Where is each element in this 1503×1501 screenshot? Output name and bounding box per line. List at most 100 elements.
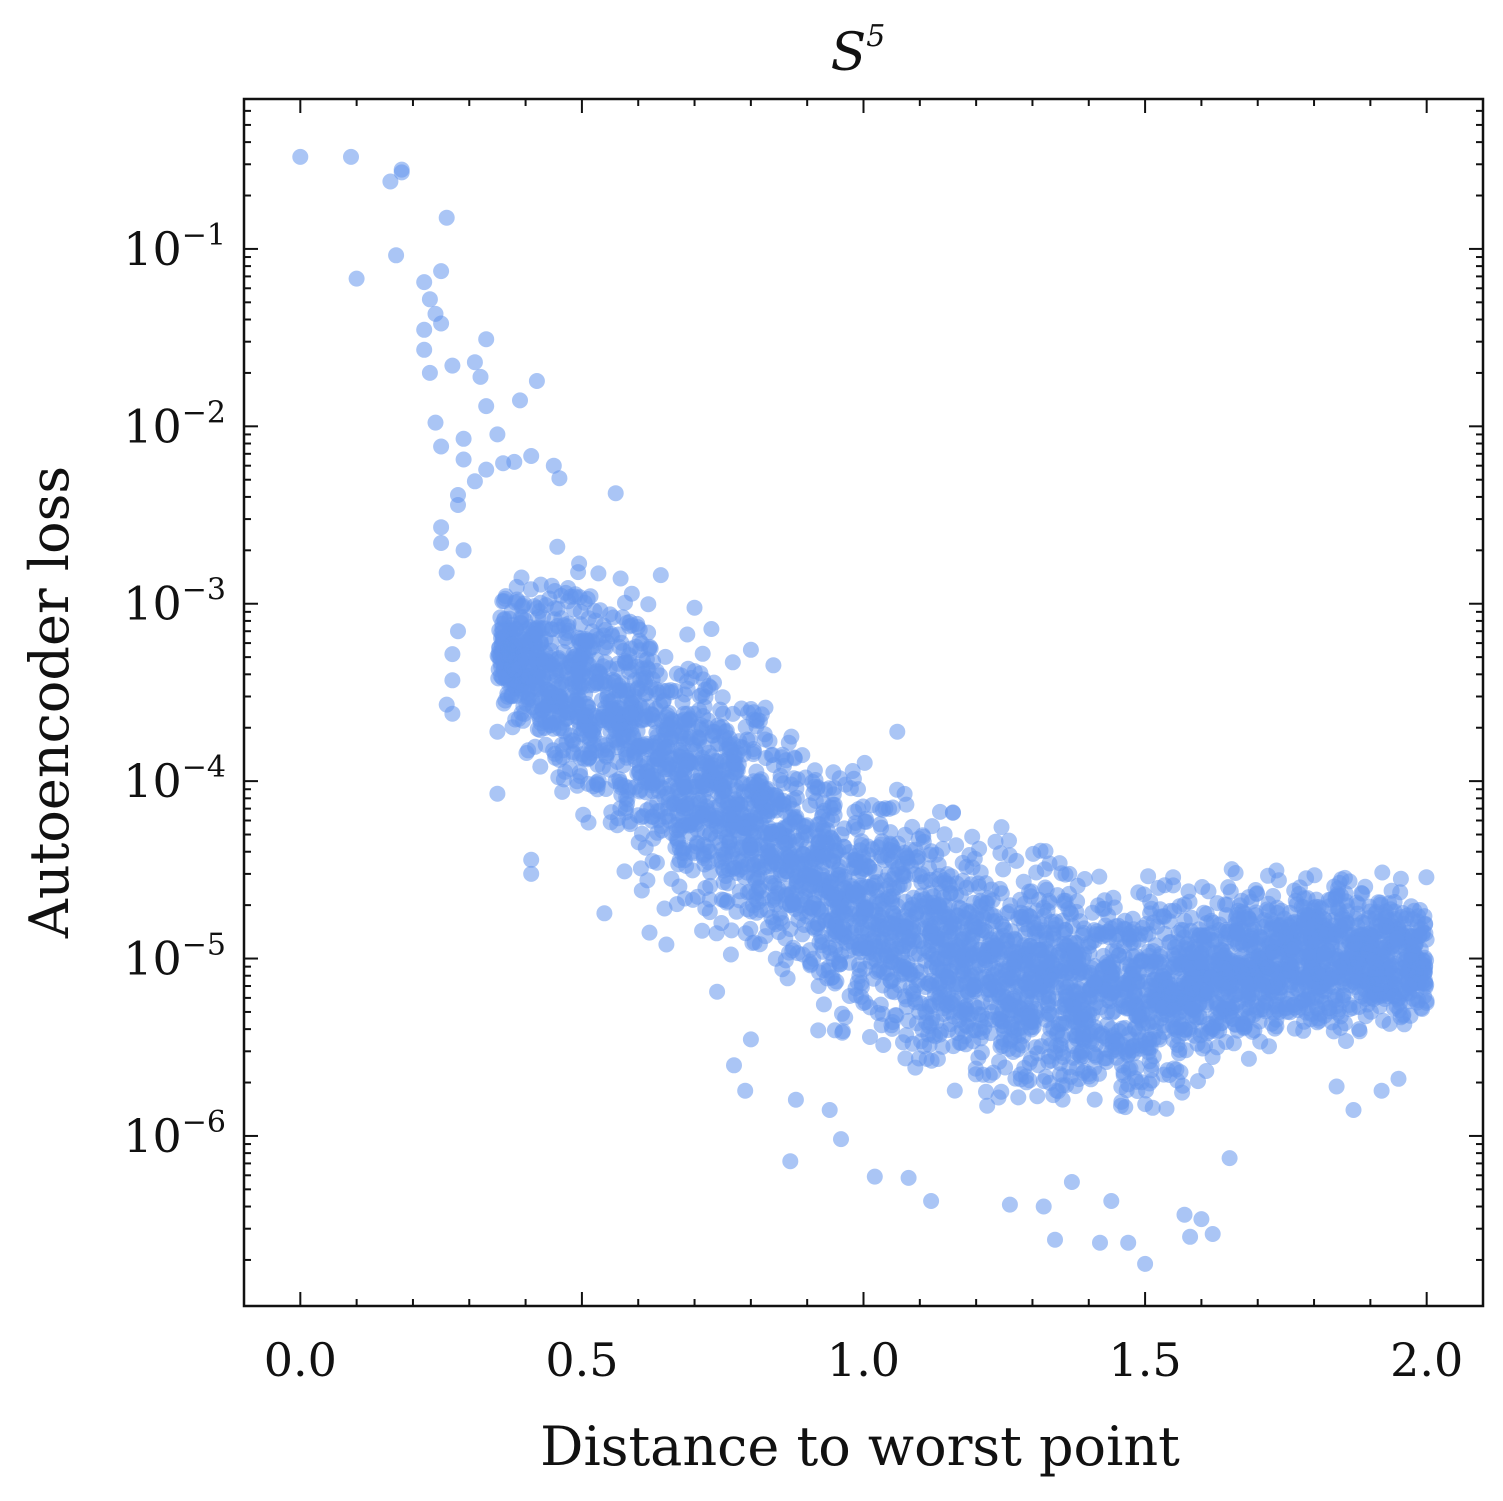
cloud-point — [596, 700, 613, 716]
cloud-point — [722, 946, 739, 963]
cloud-point — [992, 1038, 1009, 1055]
cloud-point — [716, 820, 733, 837]
cloud-point — [1068, 903, 1085, 920]
cloud-point — [981, 1067, 998, 1084]
cloud-point — [623, 585, 640, 602]
cloud-point — [611, 682, 628, 699]
cloud-point — [514, 683, 531, 700]
cloud-point — [922, 933, 939, 950]
cloud-point — [1156, 964, 1173, 981]
y-tick-label: 10−4 — [123, 750, 226, 808]
cloud-point — [692, 665, 709, 682]
cloud-point — [632, 671, 649, 688]
cloud-point — [1038, 932, 1055, 949]
cloud-point — [1306, 867, 1323, 884]
cloud-point — [987, 833, 1004, 850]
cloud-point — [639, 872, 656, 889]
cloud-point — [874, 1005, 891, 1022]
cloud-point — [1171, 1041, 1188, 1058]
cloud-point — [643, 766, 660, 783]
cloud-point — [1243, 952, 1260, 969]
cloud-point — [615, 757, 632, 774]
cloud-point — [543, 716, 560, 733]
cloud-point — [744, 935, 761, 951]
cloud-point — [1021, 971, 1038, 988]
cloud-point — [1286, 1020, 1303, 1037]
cloud-point — [500, 641, 516, 658]
cloud-point — [1332, 941, 1349, 958]
data-point — [528, 373, 545, 389]
data-point — [444, 357, 461, 374]
cloud-point — [1057, 960, 1074, 977]
cloud-point — [1223, 861, 1240, 878]
cloud-point — [1190, 1073, 1206, 1090]
cloud-point — [694, 645, 711, 662]
cloud-point — [1137, 1096, 1154, 1113]
cloud-point — [907, 946, 923, 962]
cloud-point — [896, 785, 913, 802]
cloud-point — [1105, 889, 1122, 906]
data-point — [455, 430, 472, 447]
cloud-point — [1392, 884, 1409, 901]
data-point — [1063, 1174, 1080, 1190]
data-point — [652, 567, 669, 584]
cloud-point — [731, 892, 748, 909]
cloud-point — [966, 917, 983, 934]
cloud-point — [906, 866, 923, 883]
cloud-point — [701, 904, 718, 921]
cloud-point — [966, 850, 983, 867]
cloud-point — [1265, 944, 1281, 961]
cloud-point — [783, 728, 800, 745]
cloud-point — [772, 772, 789, 789]
data-point — [438, 209, 455, 226]
y-axis-label: Autoencoder loss — [18, 466, 81, 939]
cloud-point — [1119, 1047, 1136, 1064]
cloud-point — [761, 733, 778, 750]
cloud-point — [1142, 893, 1159, 910]
cloud-point — [580, 699, 597, 716]
cloud-point — [1005, 966, 1022, 983]
cloud-point — [824, 796, 841, 813]
cloud-point — [566, 667, 583, 684]
data-point — [742, 1031, 759, 1048]
cloud-point — [638, 738, 655, 755]
cloud-point — [1051, 855, 1068, 872]
cloud-point — [648, 662, 665, 679]
cloud-point — [858, 813, 875, 830]
data-point — [709, 983, 726, 1000]
x-tick-label: 0.0 — [264, 1333, 337, 1387]
cloud-point — [1091, 868, 1108, 885]
cloud-point — [810, 1022, 827, 1039]
data-point — [1221, 1150, 1238, 1167]
cloud-point — [678, 757, 694, 774]
x-axis-label: Distance to worst point — [540, 1415, 1180, 1478]
cloud-point — [660, 800, 677, 817]
data-point — [1373, 1082, 1390, 1099]
cloud-point — [1011, 1035, 1028, 1052]
cloud-point — [831, 956, 848, 973]
cloud-point — [700, 678, 717, 694]
cloud-point — [920, 975, 937, 992]
cloud-point — [965, 947, 982, 964]
cloud-point — [1165, 1060, 1182, 1077]
cloud-point — [1269, 905, 1286, 921]
cloud-point — [942, 994, 959, 1011]
cloud-point — [1377, 917, 1394, 934]
cloud-point — [757, 699, 774, 716]
cloud-point — [551, 689, 568, 706]
cloud-point — [948, 837, 965, 854]
cloud-point — [1240, 1008, 1257, 1025]
cloud-point — [794, 747, 811, 764]
cloud-point — [746, 888, 762, 905]
cloud-point — [1174, 1084, 1191, 1101]
cloud-point — [1254, 977, 1271, 994]
cloud-point — [995, 861, 1012, 878]
cloud-point — [1282, 977, 1299, 994]
cloud-point — [1403, 952, 1420, 969]
data-point — [444, 646, 461, 663]
data-point — [348, 270, 365, 287]
cloud-point — [677, 890, 693, 907]
cloud-point — [670, 856, 687, 873]
cloud-point — [612, 570, 629, 587]
cloud-point — [620, 729, 637, 746]
